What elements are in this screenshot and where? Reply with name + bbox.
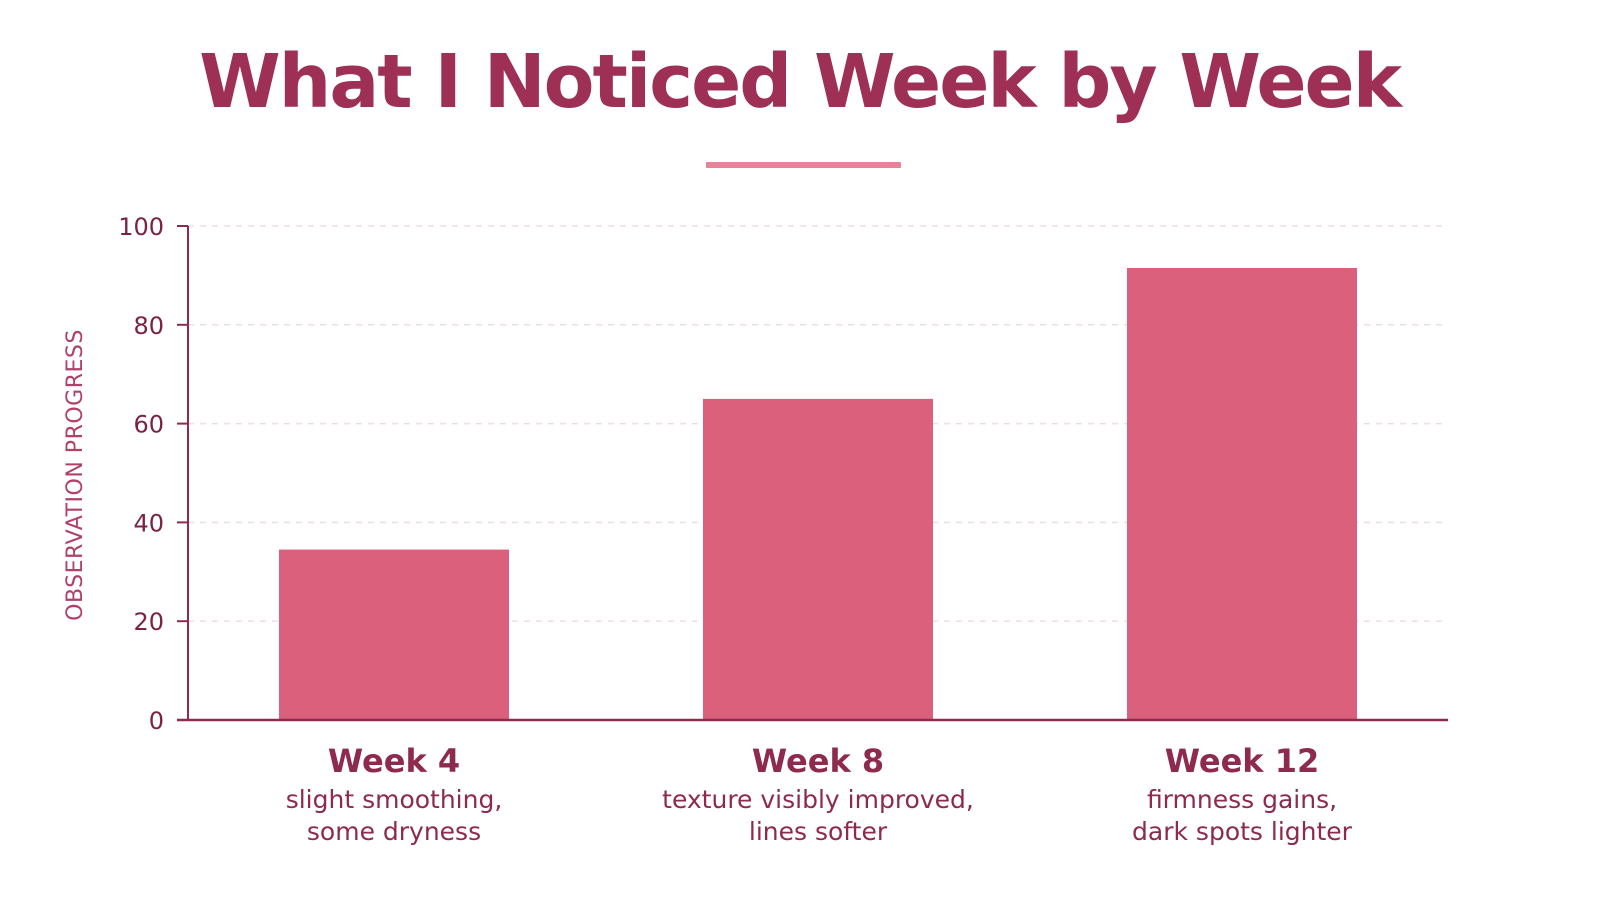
- bar-week-8: [703, 398, 933, 720]
- bar-week-12: [1127, 267, 1357, 720]
- labels: 0 20 40 60 80 100 Week 4 slight smoothing, some …: [63, 213, 1353, 846]
- x-category-label: Week 4: [328, 742, 460, 780]
- x-category-note: texture visibly improved,: [662, 785, 974, 814]
- x-category-note: lines softer: [749, 817, 888, 846]
- chart-title: What I Noticed Week by Week: [199, 39, 1402, 125]
- x-category-label: Week 12: [1165, 742, 1320, 780]
- axes: [177, 225, 1448, 722]
- x-category-note: firmness gains,: [1147, 785, 1337, 814]
- x-category-note: some dryness: [307, 817, 481, 846]
- x-category-label: Week 8: [752, 742, 884, 780]
- y-tick-label: 0: [149, 707, 164, 735]
- y-tick-label: 20: [133, 608, 164, 636]
- y-tick-label: 80: [133, 312, 164, 340]
- y-tick-label: 60: [133, 411, 164, 439]
- x-category-note: dark spots lighter: [1132, 817, 1353, 846]
- x-category-note: slight smoothing,: [286, 785, 503, 814]
- y-axis-label: OBSERVATION PROGRESS: [63, 329, 88, 621]
- y-tick-label: 40: [133, 509, 164, 537]
- bar-week-4: [279, 549, 509, 720]
- bars: [279, 267, 1357, 720]
- y-tick-label: 100: [118, 213, 164, 241]
- title-underline: [706, 162, 901, 168]
